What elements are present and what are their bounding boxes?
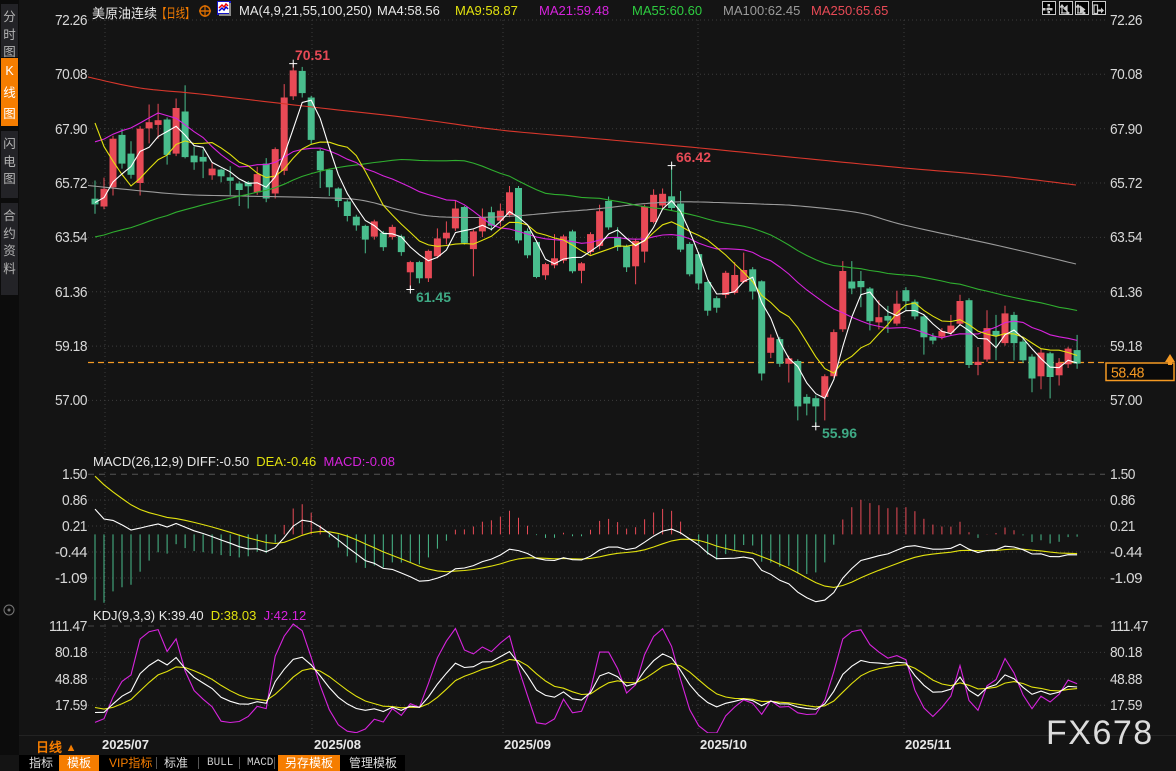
svg-text:63.54: 63.54: [55, 229, 87, 246]
svg-text:-0.44: -0.44: [1110, 544, 1142, 561]
svg-text:80.18: 80.18: [1110, 644, 1142, 661]
svg-text:70.51: 70.51: [295, 47, 330, 63]
svg-text:67.90: 67.90: [55, 121, 87, 138]
svg-text:17.59: 17.59: [55, 697, 87, 714]
svg-text:65.72: 65.72: [55, 175, 87, 192]
svg-text:59.18: 59.18: [55, 338, 87, 355]
svg-text:17.59: 17.59: [1110, 697, 1142, 714]
svg-text:66.42: 66.42: [676, 149, 711, 165]
svg-text:-0.44: -0.44: [55, 544, 87, 561]
svg-text:80.18: 80.18: [55, 644, 87, 661]
svg-text:63.54: 63.54: [1110, 229, 1142, 246]
svg-text:72.26: 72.26: [1110, 12, 1142, 29]
svg-text:58.48: 58.48: [1111, 365, 1144, 382]
svg-text:67.90: 67.90: [1110, 121, 1142, 138]
svg-text:0.21: 0.21: [1110, 518, 1135, 535]
svg-text:0.21: 0.21: [62, 518, 87, 535]
svg-text:57.00: 57.00: [55, 392, 87, 409]
svg-text:72.26: 72.26: [55, 12, 87, 29]
svg-text:59.18: 59.18: [1110, 338, 1142, 355]
svg-text:55.96: 55.96: [822, 425, 857, 441]
svg-text:70.08: 70.08: [1110, 66, 1142, 83]
svg-text:0.86: 0.86: [1110, 492, 1135, 509]
svg-text:1.50: 1.50: [62, 466, 87, 483]
svg-text:70.08: 70.08: [55, 66, 87, 83]
svg-text:48.88: 48.88: [1110, 671, 1142, 688]
svg-text:57.00: 57.00: [1110, 392, 1142, 409]
svg-text:-1.09: -1.09: [55, 570, 87, 587]
svg-text:111.47: 111.47: [49, 618, 87, 635]
svg-text:0.86: 0.86: [62, 492, 87, 509]
svg-text:61.36: 61.36: [1110, 284, 1142, 301]
svg-text:61.36: 61.36: [55, 284, 87, 301]
svg-text:111.47: 111.47: [1110, 618, 1148, 635]
svg-text:61.45: 61.45: [416, 289, 451, 305]
svg-text:1.50: 1.50: [1110, 466, 1135, 483]
svg-text:48.88: 48.88: [55, 671, 87, 688]
svg-text:65.72: 65.72: [1110, 175, 1142, 192]
svg-text:-1.09: -1.09: [1110, 570, 1142, 587]
